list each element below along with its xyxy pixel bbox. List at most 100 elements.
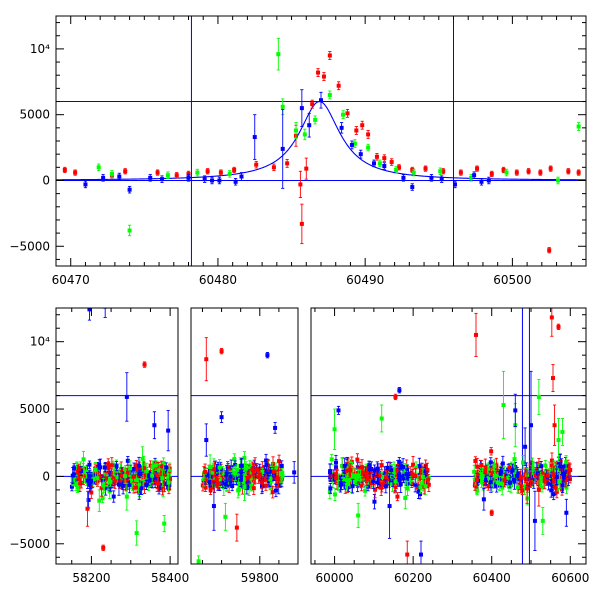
data-series bbox=[62, 51, 581, 254]
data-point bbox=[405, 486, 410, 491]
data-point bbox=[310, 102, 315, 107]
data-point bbox=[319, 98, 323, 103]
data-point bbox=[116, 482, 121, 487]
data-point bbox=[394, 167, 399, 172]
data-point bbox=[372, 161, 376, 166]
data-point bbox=[132, 466, 137, 471]
data-point bbox=[245, 479, 250, 484]
data-point bbox=[355, 471, 360, 476]
data-point bbox=[357, 468, 362, 473]
data-point bbox=[72, 466, 77, 471]
x-tick-label: 59800 bbox=[241, 571, 279, 585]
data-point bbox=[336, 408, 341, 413]
data-point bbox=[555, 468, 560, 473]
top-plot-area bbox=[56, 16, 586, 266]
data-point bbox=[156, 481, 161, 486]
data-point bbox=[358, 152, 363, 157]
data-point bbox=[391, 478, 396, 483]
data-point bbox=[101, 175, 106, 180]
data-point bbox=[99, 486, 104, 491]
data-point bbox=[115, 475, 120, 480]
data-point bbox=[495, 480, 500, 485]
data-point bbox=[95, 465, 100, 470]
data-point bbox=[489, 510, 494, 515]
data-point bbox=[231, 476, 236, 481]
data-point bbox=[148, 463, 153, 468]
data-point bbox=[501, 403, 506, 408]
data-point bbox=[241, 477, 246, 482]
data-point bbox=[384, 475, 389, 480]
data-point bbox=[509, 483, 514, 488]
data-point bbox=[313, 117, 318, 122]
data-point bbox=[515, 471, 520, 476]
data-point bbox=[141, 479, 146, 484]
data-point bbox=[112, 478, 117, 483]
data-point bbox=[345, 111, 350, 116]
data-point bbox=[162, 521, 167, 526]
data-point bbox=[371, 479, 376, 484]
data-point bbox=[489, 449, 494, 454]
data-point bbox=[212, 467, 217, 472]
data-point bbox=[92, 473, 97, 478]
data-point bbox=[494, 483, 499, 488]
data-point bbox=[76, 466, 81, 471]
x-tick-label: 60490 bbox=[346, 273, 384, 287]
data-point bbox=[203, 478, 208, 483]
data-point bbox=[489, 171, 494, 176]
data-point bbox=[74, 466, 79, 471]
data-point bbox=[557, 479, 562, 484]
data-point bbox=[361, 477, 366, 482]
data-point bbox=[274, 475, 279, 480]
data-point bbox=[424, 475, 429, 480]
data-point bbox=[379, 463, 384, 468]
data-point bbox=[488, 460, 493, 465]
data-point bbox=[493, 473, 498, 478]
data-point bbox=[233, 462, 238, 467]
data-point bbox=[373, 487, 378, 492]
data-point bbox=[502, 478, 507, 483]
data-point bbox=[229, 476, 234, 481]
data-point bbox=[273, 425, 278, 430]
data-point bbox=[160, 484, 165, 489]
data-point bbox=[367, 467, 372, 472]
data-point bbox=[141, 466, 146, 471]
data-point bbox=[393, 484, 398, 489]
y-tick-label: 10⁴ bbox=[30, 335, 50, 349]
data-point bbox=[408, 478, 413, 483]
data-point bbox=[372, 468, 377, 473]
data-point bbox=[483, 468, 488, 473]
data-point bbox=[549, 458, 554, 463]
data-point bbox=[346, 485, 351, 490]
data-point bbox=[374, 154, 379, 159]
data-point bbox=[119, 473, 124, 478]
data-point bbox=[346, 480, 351, 485]
data-point bbox=[293, 128, 298, 133]
data-point bbox=[110, 476, 115, 481]
data-point bbox=[395, 474, 400, 479]
data-point bbox=[164, 465, 169, 470]
data-point bbox=[164, 482, 169, 487]
data-point bbox=[249, 476, 254, 481]
data-point bbox=[360, 470, 365, 475]
data-point bbox=[230, 484, 235, 489]
data-point bbox=[234, 477, 239, 482]
top-panel: −5000 0 5000 10⁴ 60470 60480 60490 60500 bbox=[9, 15, 587, 287]
data-point bbox=[414, 465, 419, 470]
data-point bbox=[423, 484, 428, 489]
data-point bbox=[395, 494, 400, 499]
data-point bbox=[576, 124, 581, 129]
data-point bbox=[515, 473, 520, 478]
data-point bbox=[73, 170, 78, 175]
data-point bbox=[538, 170, 543, 175]
data-point bbox=[540, 471, 545, 476]
data-point bbox=[413, 473, 418, 478]
data-point bbox=[150, 473, 155, 478]
data-point bbox=[418, 492, 423, 497]
data-point bbox=[563, 463, 568, 468]
data-point bbox=[105, 482, 110, 487]
data-point bbox=[119, 480, 124, 485]
data-point bbox=[217, 465, 222, 470]
data-point bbox=[249, 483, 254, 488]
data-point bbox=[547, 248, 552, 253]
data-point bbox=[530, 464, 535, 469]
